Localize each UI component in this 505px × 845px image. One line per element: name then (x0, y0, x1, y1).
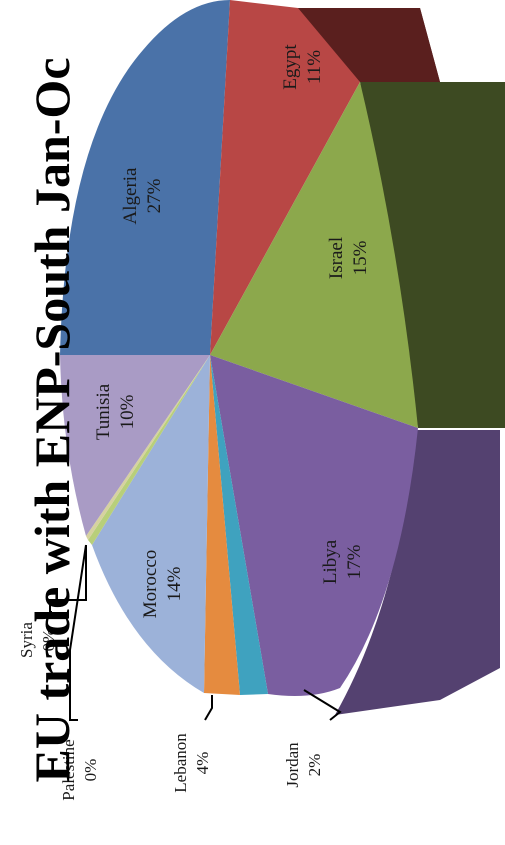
value-jordan: 2% (305, 754, 324, 777)
value-lebanon: 4% (193, 752, 212, 775)
value-libya: 17% (344, 544, 365, 579)
slice-algeria (60, 0, 230, 355)
label-tunisia: Tunisia (93, 383, 114, 440)
label-morocco: Morocco (140, 550, 161, 619)
label-israel: Israel (326, 237, 347, 279)
value-algeria: 27% (144, 178, 165, 213)
leader-lebanon (205, 695, 212, 720)
value-israel: 15% (350, 240, 371, 275)
value-morocco: 14% (164, 566, 185, 601)
value-egypt: 11% (304, 50, 325, 84)
label-egypt: Egypt (280, 44, 301, 90)
label-lebanon: Lebanon (171, 733, 190, 793)
value-tunisia: 10% (117, 394, 138, 429)
value-palestine: 0% (81, 759, 100, 782)
label-jordan: Jordan (283, 742, 302, 788)
chart-title: EU trade with ENP-South Jan-Oc (23, 57, 81, 782)
label-libya: Libya (320, 539, 341, 584)
label-algeria: Algeria (120, 167, 141, 225)
